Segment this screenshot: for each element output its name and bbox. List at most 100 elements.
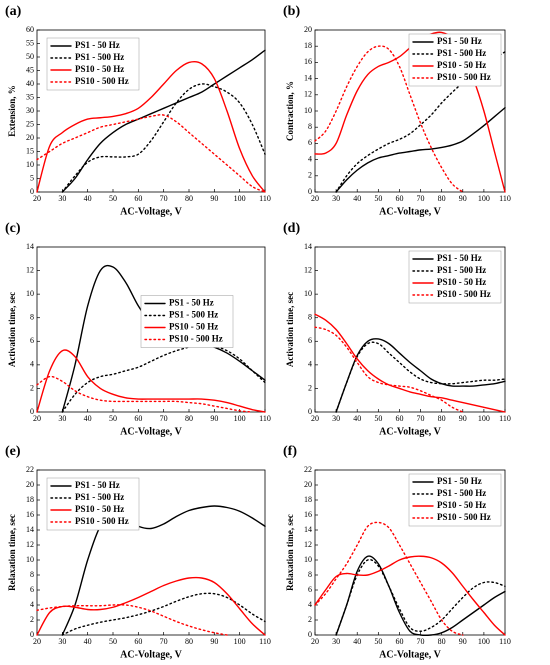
- series-line: [335, 51, 506, 193]
- y-tick-label: 20: [304, 25, 312, 34]
- y-tick-label: 6: [30, 336, 34, 345]
- legend-label: PS10 - 500 Hz: [437, 512, 491, 522]
- legend-label: PS1 - 50 Hz: [75, 480, 120, 490]
- x-tick-label: 20: [311, 194, 319, 203]
- legend-label: PS1 - 500 Hz: [169, 310, 218, 320]
- x-tick-label: 30: [58, 637, 66, 646]
- legend-label: PS1 - 500 Hz: [75, 492, 124, 502]
- y-tick-label: 10: [26, 160, 34, 169]
- series-line: [36, 576, 266, 636]
- y-tick-label: 0: [308, 187, 312, 196]
- y-tick-label: 18: [304, 41, 312, 50]
- x-tick-label: 70: [160, 637, 168, 646]
- legend-label: PS1 - 50 Hz: [75, 40, 120, 50]
- x-tick-label: 80: [438, 414, 446, 423]
- y-tick-label: 12: [304, 90, 312, 99]
- y-tick-label: 0: [308, 630, 312, 639]
- y-tick-label: 4: [30, 600, 34, 609]
- x-tick-label: 110: [499, 637, 511, 646]
- plot-frame: [314, 469, 506, 636]
- x-tick-label: 100: [478, 637, 490, 646]
- panel: 0 5 10 15 20 25 30 35 40 45 50 55 60 20 30 40 50 60 70 80 90…: [5, 4, 271, 217]
- y-tick-label: 2: [30, 615, 34, 624]
- series-line: [61, 83, 266, 193]
- x-tick-label: 100: [234, 637, 246, 646]
- series-line: [36, 60, 266, 193]
- x-tick-label: 40: [84, 194, 92, 203]
- x-tick-label: 50: [109, 414, 117, 423]
- x-tick-label: 40: [353, 194, 361, 203]
- panel-label: (a): [5, 4, 22, 19]
- y-tick-label: 12: [304, 540, 312, 549]
- x-tick-label: 60: [134, 194, 142, 203]
- legend-label: PS10 - 50 Hz: [437, 500, 486, 510]
- x-tick-label: 30: [332, 414, 340, 423]
- y-tick-label: 15: [26, 146, 34, 155]
- y-tick-label: 8: [308, 570, 312, 579]
- x-tick-label: 60: [134, 414, 142, 423]
- panel: 0 2 4 6 8 10 12 14 16 18 20 20 30 40 50 60 70 80 90 100 110 A…: [283, 4, 511, 217]
- series-line: [61, 344, 266, 413]
- y-tick-label: 6: [308, 585, 312, 594]
- y-tick-label: 16: [304, 510, 312, 519]
- x-axis-label: AC-Voltage, V: [379, 649, 441, 660]
- y-axis-label: Relaxation time, sec: [7, 514, 17, 591]
- x-tick-label: 60: [134, 637, 142, 646]
- y-tick-label: 6: [308, 138, 312, 147]
- legend-label: PS10 - 50 Hz: [169, 322, 218, 332]
- y-tick-label: 50: [26, 52, 34, 61]
- y-tick-label: 4: [30, 360, 34, 369]
- y-tick-label: 60: [26, 25, 34, 34]
- legend-label: PS1 - 500 Hz: [437, 48, 486, 58]
- y-tick-label: 22: [26, 465, 34, 474]
- y-tick-label: 12: [26, 265, 34, 274]
- x-tick-label: 20: [311, 637, 319, 646]
- legend-label: PS10 - 500 Hz: [75, 516, 129, 526]
- y-tick-label: 2: [308, 171, 312, 180]
- y-axis-label: Activation time, sec: [7, 292, 17, 367]
- y-tick-label: 2: [308, 615, 312, 624]
- series-line: [335, 338, 506, 413]
- legend-label: PS10 - 500 Hz: [437, 289, 491, 299]
- x-tick-label: 30: [58, 194, 66, 203]
- x-tick-label: 70: [160, 194, 168, 203]
- x-tick-label: 20: [311, 414, 319, 423]
- y-tick-label: 55: [26, 38, 34, 47]
- y-tick-label: 30: [26, 106, 34, 115]
- series-line: [314, 313, 506, 413]
- y-tick-label: 22: [304, 465, 312, 474]
- y-tick-label: 0: [30, 407, 34, 416]
- x-tick-label: 80: [185, 637, 193, 646]
- x-tick-label: 70: [417, 194, 425, 203]
- x-tick-label: 70: [417, 637, 425, 646]
- y-tick-label: 8: [308, 313, 312, 322]
- x-tick-label: 110: [259, 637, 271, 646]
- y-tick-label: 4: [308, 154, 312, 163]
- y-tick-label: 0: [30, 187, 34, 196]
- y-tick-label: 14: [304, 73, 312, 82]
- x-tick-label: 100: [234, 414, 246, 423]
- x-axis-label: AC-Voltage, V: [120, 649, 182, 660]
- series-line: [314, 555, 506, 636]
- legend-label: PS1 - 500 Hz: [437, 488, 486, 498]
- x-tick-label: 20: [33, 194, 41, 203]
- y-axis-label: Extension, %: [7, 85, 17, 137]
- x-tick-label: 110: [259, 194, 271, 203]
- x-tick-label: 90: [459, 194, 467, 203]
- x-tick-label: 110: [259, 414, 271, 423]
- x-tick-label: 100: [234, 194, 246, 203]
- x-tick-label: 50: [109, 637, 117, 646]
- x-tick-label: 20: [33, 414, 41, 423]
- x-tick-label: 60: [395, 637, 403, 646]
- y-tick-label: 20: [26, 133, 34, 142]
- y-tick-label: 4: [308, 360, 312, 369]
- plot-frame: [36, 246, 266, 413]
- panel-label: (c): [5, 221, 21, 236]
- legend-label: PS1 - 500 Hz: [437, 265, 486, 275]
- y-axis-label: Contraction, %: [285, 81, 295, 141]
- y-tick-label: 10: [26, 555, 34, 564]
- y-tick-label: 10: [304, 555, 312, 564]
- panel-label: (e): [5, 444, 21, 459]
- series-line: [36, 114, 266, 193]
- x-tick-label: 80: [438, 637, 446, 646]
